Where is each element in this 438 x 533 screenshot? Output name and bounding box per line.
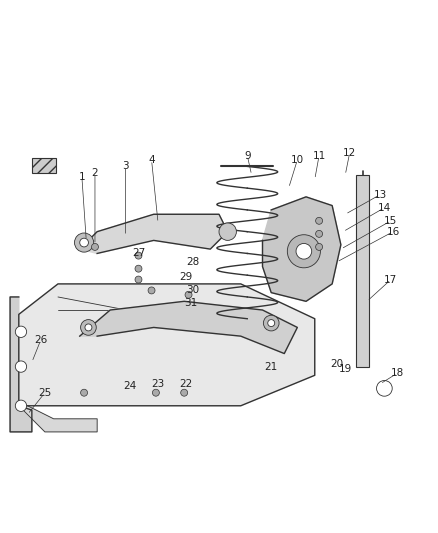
Text: 13: 13 (374, 190, 387, 200)
Text: 21: 21 (265, 361, 278, 372)
Text: 30: 30 (186, 286, 199, 295)
Text: 23: 23 (152, 379, 165, 389)
Text: 19: 19 (339, 364, 352, 374)
Text: 1: 1 (78, 172, 85, 182)
Polygon shape (80, 214, 228, 254)
Circle shape (135, 276, 142, 283)
Circle shape (152, 389, 159, 396)
Text: 31: 31 (184, 298, 198, 309)
Circle shape (92, 244, 99, 251)
Circle shape (296, 244, 312, 259)
Text: 4: 4 (148, 155, 155, 165)
Text: 12: 12 (343, 148, 356, 158)
Text: 9: 9 (244, 150, 251, 160)
Circle shape (316, 217, 322, 224)
Text: 22: 22 (180, 379, 193, 389)
Circle shape (81, 389, 88, 396)
Text: 2: 2 (92, 168, 98, 178)
Circle shape (15, 400, 27, 411)
Text: 27: 27 (132, 248, 145, 259)
Circle shape (148, 287, 155, 294)
Text: 25: 25 (38, 387, 52, 398)
Circle shape (81, 320, 96, 335)
Circle shape (15, 326, 27, 337)
Text: 29: 29 (180, 272, 193, 282)
Bar (356, 175, 369, 367)
Text: 28: 28 (186, 257, 200, 267)
Polygon shape (80, 301, 297, 353)
Text: 18: 18 (391, 368, 404, 378)
Circle shape (185, 292, 192, 298)
Text: 10: 10 (291, 155, 304, 165)
Circle shape (85, 324, 92, 331)
Circle shape (135, 252, 142, 259)
Circle shape (74, 233, 94, 252)
Text: 24: 24 (123, 381, 136, 391)
Polygon shape (262, 197, 341, 301)
Circle shape (219, 223, 237, 240)
Text: 14: 14 (378, 203, 391, 213)
Circle shape (316, 230, 322, 237)
Text: 17: 17 (384, 274, 398, 285)
Text: 20: 20 (330, 359, 343, 369)
Circle shape (181, 389, 187, 396)
Bar (32, 158, 56, 173)
Text: 11: 11 (312, 150, 326, 160)
Circle shape (377, 381, 392, 396)
Polygon shape (19, 284, 315, 406)
Circle shape (80, 238, 88, 247)
Text: 26: 26 (34, 335, 47, 345)
Polygon shape (19, 406, 97, 432)
Polygon shape (10, 297, 32, 432)
Text: 16: 16 (386, 227, 400, 237)
Circle shape (316, 244, 322, 251)
Circle shape (287, 235, 321, 268)
Circle shape (268, 320, 275, 327)
Circle shape (135, 265, 142, 272)
Circle shape (15, 361, 27, 372)
Text: 15: 15 (384, 216, 398, 226)
Text: 3: 3 (122, 161, 129, 172)
Circle shape (263, 315, 279, 331)
